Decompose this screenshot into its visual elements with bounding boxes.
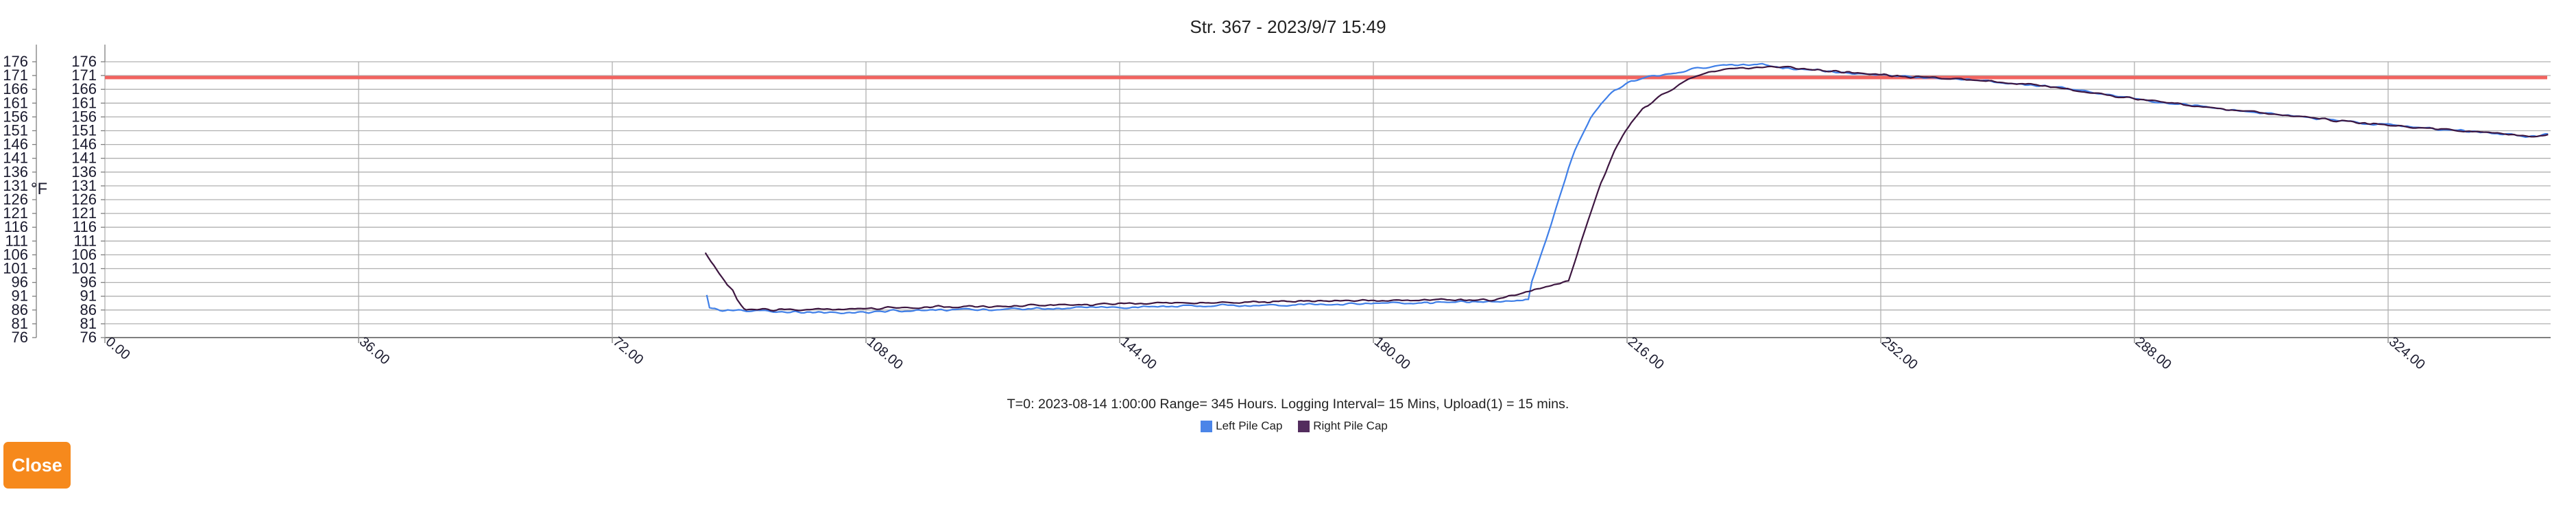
svg-text:216.00: 216.00 bbox=[1625, 334, 1667, 373]
svg-text:72.00: 72.00 bbox=[610, 334, 646, 368]
svg-text:144.00: 144.00 bbox=[1118, 334, 1159, 373]
svg-text:288.00: 288.00 bbox=[2132, 334, 2174, 373]
svg-text:°F: °F bbox=[31, 180, 47, 198]
svg-text:180.00: 180.00 bbox=[1371, 334, 1413, 373]
svg-text:108.00: 108.00 bbox=[864, 334, 906, 373]
svg-text:252.00: 252.00 bbox=[1879, 334, 1921, 373]
svg-text:0.00: 0.00 bbox=[103, 334, 133, 363]
svg-text:176: 176 bbox=[71, 53, 97, 70]
svg-text:176: 176 bbox=[3, 53, 28, 70]
svg-text:36.00: 36.00 bbox=[357, 334, 392, 368]
svg-text:324.00: 324.00 bbox=[2386, 334, 2428, 373]
